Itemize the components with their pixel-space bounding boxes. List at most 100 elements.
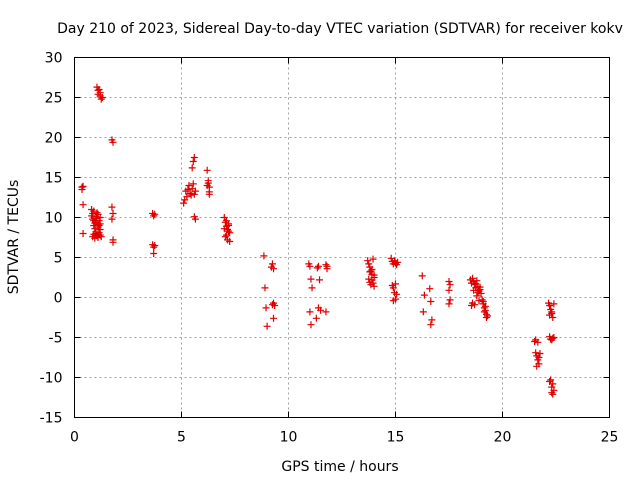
data-point [191,215,199,223]
data-point [474,289,482,297]
data-point [108,203,116,211]
data-point [306,262,314,270]
x-axis-tick-labels: 0 5 10 15 20 25 [70,430,618,446]
data-point [535,354,543,361]
x-tick-label: 25 [601,430,619,446]
data-point [392,280,399,288]
data-point [308,284,316,292]
data-point [471,301,479,309]
data-point [473,277,481,285]
data-point [550,334,558,341]
data-point [472,280,480,288]
data-point [109,138,117,146]
data-point [96,214,104,221]
data-point [547,376,555,384]
x-tick-label: 10 [280,430,298,446]
axis-ticks [74,57,610,418]
data-point [190,190,198,198]
x-axis-label: GPS time / hours [281,459,398,475]
data-point [109,210,117,217]
data-point [427,321,435,329]
data-point [394,258,402,266]
data-point [480,308,488,316]
data-point [481,302,489,310]
data-point [109,238,117,246]
data-point [96,89,104,97]
data-point [369,255,377,263]
data-point [263,322,271,330]
data-point [469,274,477,282]
data-point [314,262,322,270]
data-point [446,281,454,289]
y-tick-label: 30 [45,51,63,67]
data-point [389,284,397,292]
data-point [445,278,453,285]
data-point [419,308,427,316]
y-tick-label: -15 [40,411,63,427]
data-point [270,314,278,322]
data-point [313,264,321,272]
data-point [428,316,436,324]
data-point [307,321,315,329]
data-point [306,308,314,316]
data-point [97,233,105,241]
data-point [475,297,483,305]
data-point [187,191,195,199]
data-point [484,312,492,320]
data-point [467,302,475,309]
data-point [96,231,104,239]
data-point [323,262,331,270]
data-point [446,296,454,304]
grid-lines [74,57,610,418]
data-point [370,271,378,279]
data-point [98,94,106,101]
data-point [546,302,554,309]
data-point [536,350,544,357]
data-point [369,279,377,287]
y-axis-label: SDTVAR / TECUs [6,180,22,295]
y-tick-label: 0 [54,291,63,307]
data-point [189,158,197,165]
data-point [549,334,557,342]
data-point [108,215,116,223]
data-point [548,389,556,397]
data-point [260,252,268,260]
data-point [476,283,484,291]
data-point [473,292,481,300]
data-point [203,166,211,174]
data-point [270,265,278,273]
data-point [78,186,86,193]
data-point [79,230,87,237]
data-point [151,210,159,218]
data-point [222,231,230,239]
data-point [482,314,490,321]
data-point [445,300,453,308]
data-point [368,276,376,284]
data-point [316,276,324,284]
x-tick-label: 0 [70,430,79,446]
data-point [420,291,428,299]
data-point [322,261,330,269]
data-point [312,314,320,322]
data-point [367,267,375,275]
x-tick-label: 5 [177,430,186,446]
data-point [389,297,397,305]
data-point [262,304,270,312]
data-point [477,290,485,297]
data-point [261,284,269,292]
data-point [365,260,373,268]
data-point [364,257,372,265]
data-point [95,86,103,93]
data-point [95,222,103,229]
y-axis-tick-labels: -15 -10 -5 0 5 10 15 20 25 30 [40,51,63,427]
data-point [470,286,478,294]
plot-frame [74,57,610,418]
data-point [445,286,453,294]
data-point [93,209,101,217]
data-point [97,95,105,103]
data-point [203,182,211,189]
data-point [79,201,87,209]
data-point [150,212,158,220]
data-point [186,190,194,197]
